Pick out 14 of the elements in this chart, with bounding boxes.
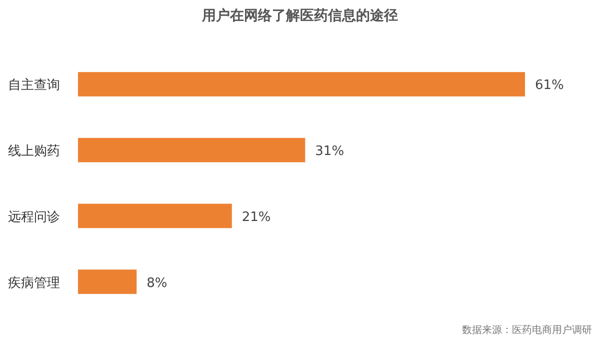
y-tick-label: 线上购药 (8, 144, 60, 160)
bar (78, 72, 525, 96)
data-label: 61% (535, 78, 564, 94)
y-tick-label: 自主查询 (8, 77, 60, 94)
data-label: 21% (242, 210, 271, 225)
data-label: 31% (315, 144, 344, 160)
bar (78, 138, 306, 162)
bar (78, 204, 232, 228)
source-note: 数据来源：医药电商用户调研 (462, 324, 592, 336)
bar (78, 270, 137, 294)
y-tick-label: 疾病管理 (8, 276, 60, 291)
chart-title: 用户在网络了解医药信息的途径 (201, 7, 398, 24)
y-tick-label: 远程问诊 (8, 210, 60, 225)
data-label: 8% (146, 276, 168, 291)
